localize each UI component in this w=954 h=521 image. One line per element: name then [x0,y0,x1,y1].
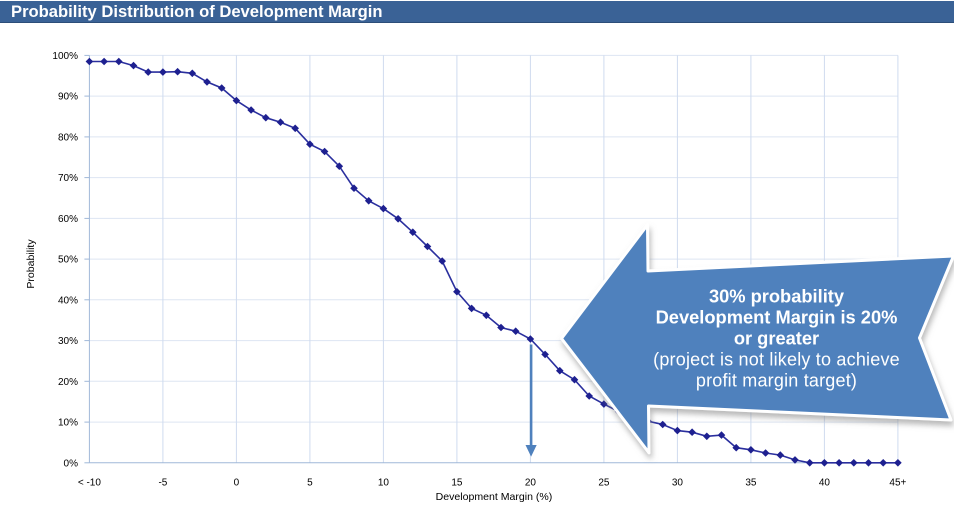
svg-text:or greater: or greater [734,328,819,349]
svg-text:90%: 90% [58,92,78,103]
svg-text:40%: 40% [58,295,78,306]
svg-text:80%: 80% [58,132,78,143]
svg-text:30: 30 [672,478,684,489]
svg-text:Probability: Probability [25,239,37,289]
svg-text:35: 35 [745,478,757,489]
svg-text:< -10: < -10 [78,478,102,489]
svg-text:(project is not likely to achi: (project is not likely to achieve [653,350,900,370]
svg-text:-5: -5 [158,478,167,489]
svg-text:30%: 30% [58,336,78,347]
svg-text:15: 15 [451,478,463,489]
svg-text:10: 10 [378,478,390,489]
svg-text:45+: 45+ [889,478,906,489]
svg-text:50%: 50% [58,255,78,266]
svg-text:20%: 20% [58,377,78,388]
svg-text:10%: 10% [58,418,78,429]
svg-text:70%: 70% [58,173,78,184]
svg-text:20: 20 [525,478,537,489]
svg-text:Development Margin is 20%: Development Margin is 20% [656,307,898,328]
svg-text:5: 5 [307,478,313,489]
svg-text:40: 40 [819,478,831,489]
svg-text:Development Margin (%): Development Margin (%) [436,491,553,503]
svg-text:30% probability: 30% probability [709,286,845,307]
svg-text:0: 0 [234,478,240,489]
svg-text:0%: 0% [64,458,79,469]
svg-text:60%: 60% [58,214,78,225]
svg-text:25: 25 [598,478,610,489]
svg-text:100%: 100% [52,51,78,62]
svg-text:profit margin target): profit margin target) [696,371,857,391]
